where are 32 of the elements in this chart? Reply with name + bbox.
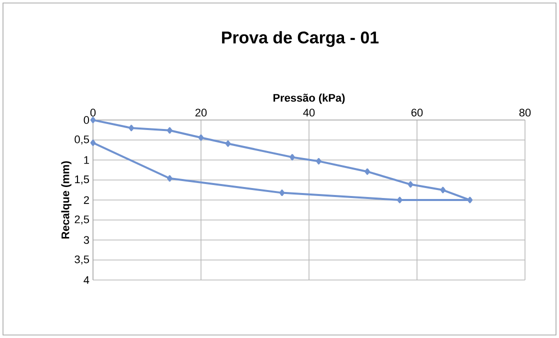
point xyxy=(225,140,231,147)
point xyxy=(364,168,370,175)
point xyxy=(467,196,473,204)
y-tick-label: 2 xyxy=(84,196,89,204)
point xyxy=(316,158,322,164)
y-tick-label: 4 xyxy=(84,276,90,284)
y-tick-label: 0,5 xyxy=(74,135,90,145)
point xyxy=(397,196,402,204)
x-tick-label: 80 xyxy=(519,108,531,116)
y-tick-label: 1,5 xyxy=(75,176,90,184)
y-tick-label: 3 xyxy=(84,236,89,244)
point xyxy=(167,175,172,182)
point xyxy=(290,154,295,160)
point xyxy=(440,186,446,194)
x-axis-title: Pressão (kPa) xyxy=(273,94,345,104)
y-tick-label: 2,5 xyxy=(74,215,90,225)
y-axis-title: Recalque (mm) xyxy=(61,161,72,239)
point xyxy=(408,181,414,188)
point xyxy=(198,134,204,141)
point xyxy=(90,140,96,146)
point xyxy=(128,124,134,132)
x-tick-label: 20 xyxy=(195,108,207,116)
x-tick-label: 60 xyxy=(411,108,423,116)
y-tick-label: 0 xyxy=(84,116,90,124)
y-tick-label: 3,5 xyxy=(74,255,90,265)
x-tick-label: 40 xyxy=(303,108,315,116)
point xyxy=(279,190,285,196)
point xyxy=(167,127,172,134)
chart-title: Prova de Carga - 01 xyxy=(222,31,379,47)
x-tick-label: 0 xyxy=(90,108,96,116)
y-tick-label: 1 xyxy=(84,156,89,164)
point xyxy=(90,116,96,124)
